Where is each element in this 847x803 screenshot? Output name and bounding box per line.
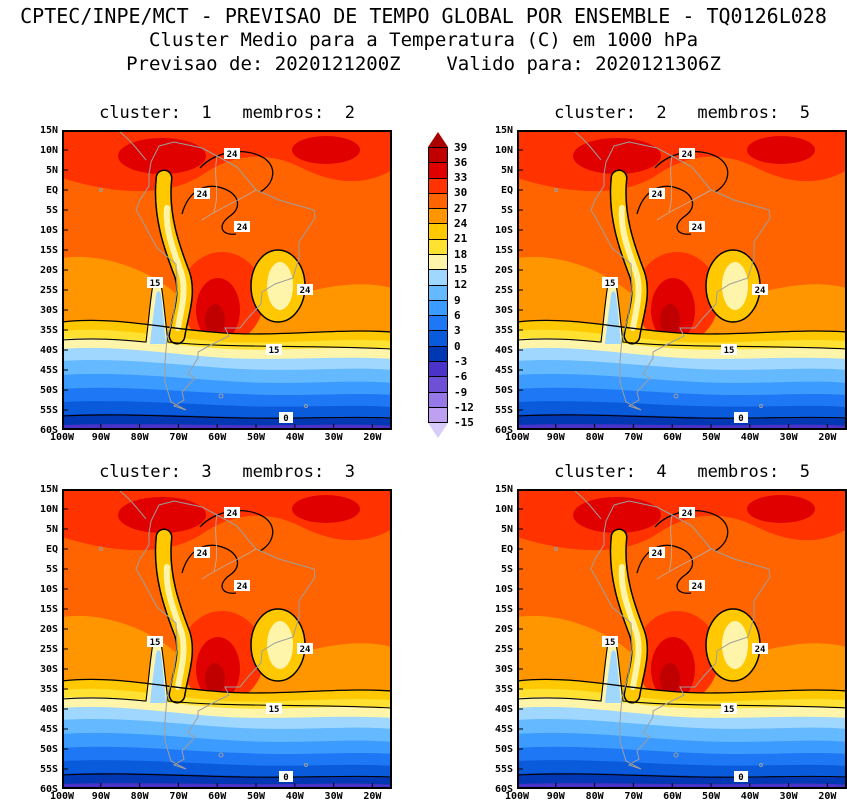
- lon-tick-label: 20W: [818, 432, 837, 443]
- lon-tick-label: 50W: [246, 432, 266, 443]
- temperature-map-cluster-2: [517, 130, 847, 430]
- lat-axis: 15N 10N 5N EQ 5S 10S 15S 20S 25S 30S 35S 40S 45S 50S 5…: [39, 483, 58, 795]
- lon-tick-label: 30W: [779, 432, 798, 443]
- lon-axis: 100W 90W 80W 70W 60W 50W 40W 30W 20W: [498, 432, 847, 443]
- lon-tick-label: 50W: [701, 432, 721, 443]
- lon-tick-label: 80W: [585, 432, 604, 443]
- colorbar-cell: [429, 223, 447, 239]
- colorbar-cell: [429, 284, 447, 300]
- lon-tick-label: 90W: [91, 432, 110, 443]
- panel-cluster-4: cluster: 4 membros: 5 15N 10N 5N EQ 5S 10S 15S…: [495, 462, 847, 802]
- panel-cluster-2: cluster: 2 membros: 5 15N 10N 5N EQ 5S 10S 15S…: [495, 103, 847, 443]
- colorbar-cell: [429, 360, 447, 377]
- panel-title: cluster: 3 membros: 3: [99, 462, 355, 482]
- lon-tick-label: 80W: [130, 791, 149, 802]
- main-title: CPTEC/INPE/MCT - PREVISAO DE TEMPO GLOBA…: [20, 4, 827, 28]
- lat-axis: 15N 10N 5N EQ 5S 10S 15S 20S 25S 30S 35S 40S 45S 50S 5…: [494, 483, 513, 795]
- lon-axis: 100W 90W 80W 70W 60W 50W 40W 30W 20W: [43, 791, 392, 802]
- colorbar-cell: [429, 177, 447, 193]
- lon-tick-label: 100W: [504, 432, 530, 443]
- lon-tick-label: 20W: [818, 791, 837, 802]
- lat-axis: 15N 10N 5N EQ 5S 10S 15S 20S 25S 30S 35S 40S 45S 50S 5…: [39, 124, 58, 436]
- lon-tick-label: 100W: [49, 432, 75, 443]
- lon-tick-label: 30W: [324, 791, 343, 802]
- lon-tick-label: 90W: [546, 791, 565, 802]
- lon-tick-label: 60W: [663, 432, 682, 443]
- colorbar-cell: [429, 299, 447, 316]
- lon-tick-label: 20W: [363, 432, 382, 443]
- panel-cluster-1: cluster: 1 membros: 2 15N 10N 5N EQ 5S 10S 15S…: [40, 103, 392, 443]
- header: CPTEC/INPE/MCT - PREVISAO DE TEMPO GLOBA…: [0, 4, 847, 76]
- colorbar-cells: [428, 147, 448, 423]
- lon-tick-label: 60W: [208, 432, 227, 443]
- lon-tick-label: 30W: [779, 791, 798, 802]
- lon-tick-label: 100W: [49, 791, 75, 802]
- colorbar-cell: [429, 345, 447, 361]
- colorbar-arrow-top: [428, 132, 448, 147]
- lon-tick-label: 80W: [585, 791, 604, 802]
- lon-tick-label: 100W: [504, 791, 530, 802]
- lon-tick-label: 40W: [740, 432, 759, 443]
- temperature-map-cluster-4: [517, 489, 847, 789]
- forecast-times: Previsao de: 2020121200Z Valido para: 20…: [126, 53, 721, 75]
- colorbar: 39 36 33 30 27 24 21 18 15 12 9 6 3 0 -3 -6 -9 -12 -15: [427, 132, 502, 438]
- colorbar-cell: [429, 253, 447, 270]
- lon-tick-label: 70W: [169, 432, 188, 443]
- lon-tick-label: 40W: [285, 432, 304, 443]
- colorbar-cell: [429, 148, 447, 163]
- lon-tick-label: 20W: [363, 791, 382, 802]
- temperature-map-cluster-3: [62, 489, 392, 789]
- lon-tick-label: 70W: [624, 432, 643, 443]
- lon-tick-label: 50W: [246, 791, 266, 802]
- lon-axis: 100W 90W 80W 70W 60W 50W 40W 30W 20W: [498, 791, 847, 802]
- lon-tick-label: 70W: [169, 791, 188, 802]
- panel-title: cluster: 1 membros: 2: [99, 103, 355, 123]
- panel-title: cluster: 4 membros: 5: [554, 462, 810, 482]
- panel-cluster-3: cluster: 3 membros: 3 15N 10N 5N EQ 5S 10S 15S…: [40, 462, 392, 802]
- colorbar-cell: [429, 208, 447, 224]
- lon-tick-label: 40W: [740, 791, 759, 802]
- lon-tick-label: 60W: [663, 791, 682, 802]
- lon-tick-label: 80W: [130, 432, 149, 443]
- colorbar-cell: [429, 162, 447, 178]
- colorbar-cell: [429, 330, 447, 346]
- colorbar-labels: 39 36 33 30 27 24 21 18 15 12 9 6 3 0 -3 -6 -9 -12 -15: [454, 140, 474, 430]
- lon-tick-label: 50W: [701, 791, 721, 802]
- colorbar-cell: [429, 238, 447, 254]
- subtitle: Cluster Medio para a Temperatura (C) em …: [148, 29, 699, 51]
- lon-tick-label: 30W: [324, 432, 343, 443]
- colorbar-cell: [429, 376, 447, 392]
- lon-tick-label: 90W: [91, 791, 110, 802]
- lon-tick-label: 40W: [285, 791, 304, 802]
- colorbar-arrow-bottom: [428, 423, 448, 438]
- colorbar-cell: [429, 269, 447, 285]
- colorbar-cell: [429, 391, 447, 407]
- lat-axis: 15N 10N 5N EQ 5S 10S 15S 20S 25S 30S 35S 40S 45S 50S 5…: [494, 124, 513, 436]
- lon-tick-label: 60W: [208, 791, 227, 802]
- colorbar-cell: [429, 315, 447, 331]
- colorbar-cell: [429, 192, 447, 209]
- lon-axis: 100W 90W 80W 70W 60W 50W 40W 30W 20W: [43, 432, 392, 443]
- colorbar-cell: [429, 406, 447, 423]
- temperature-map-cluster-1: [62, 130, 392, 430]
- lon-tick-label: 70W: [624, 791, 643, 802]
- panel-title: cluster: 2 membros: 5: [554, 103, 810, 123]
- lon-tick-label: 90W: [546, 432, 565, 443]
